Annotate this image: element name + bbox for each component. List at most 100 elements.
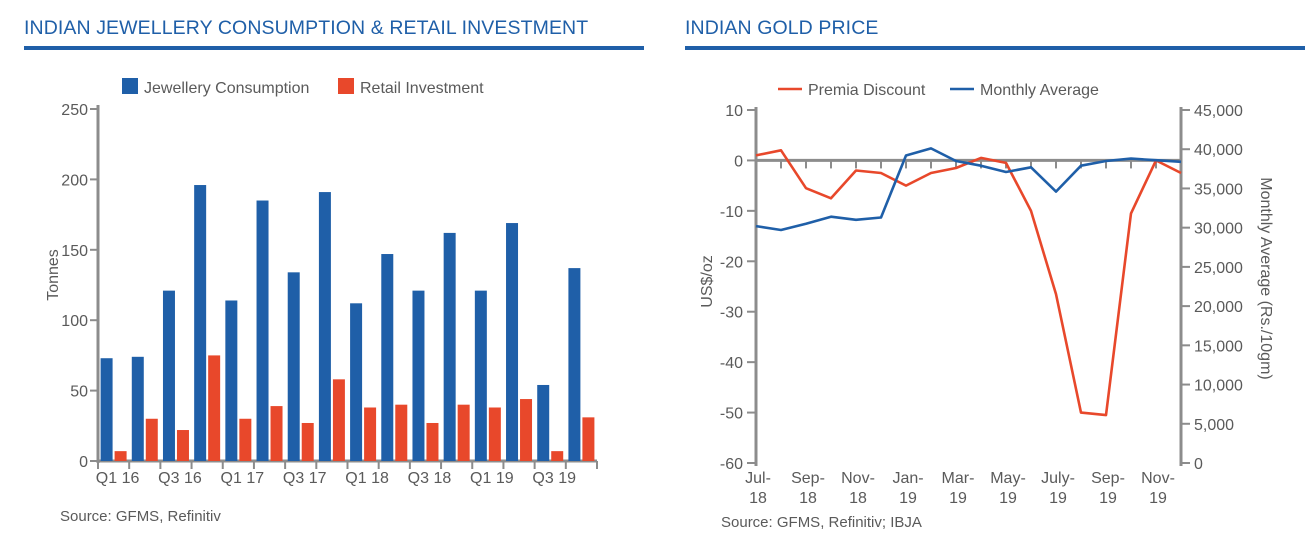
left-y-tick-label: 0: [734, 153, 743, 170]
left-y-tick-label: -20: [720, 254, 743, 271]
y-tick-label: 150: [61, 243, 88, 260]
x-tick-label-month: Sep-: [1091, 470, 1125, 487]
right-title-rule: [685, 46, 1305, 50]
line-chart: 10 0 -10 -20 -30 -40 -50 -60 45,000 40,000 35,000 3…: [699, 82, 1274, 507]
right-source: Source: GFMS, Refinitiv; IBJA: [721, 514, 922, 531]
left-y-tick-label: -10: [720, 204, 743, 221]
x-tick-label-year: 19: [999, 490, 1017, 507]
x-tick-label: Q1 18: [345, 470, 389, 487]
legend-swatch-retail: [338, 78, 354, 94]
right-y-tick-label: 10,000: [1194, 378, 1243, 395]
legend-swatch-jewellery: [122, 78, 138, 94]
y-tick-label: 200: [61, 172, 88, 189]
right-y-tick-label: 45,000: [1194, 103, 1243, 120]
retail-bar-q2-17: [270, 406, 283, 461]
right-y-tick-label: 5,000: [1194, 417, 1234, 434]
jewellery-bar-q3-19: [537, 384, 550, 461]
left-y-tick-label: 10: [725, 103, 743, 120]
y-axis-title: Tonnes: [45, 249, 62, 301]
jewellery-bar-q4-16: [194, 185, 207, 462]
x-tick-label-month: Sep-: [791, 470, 825, 487]
x-tick-label: Q3 19: [532, 470, 576, 487]
jewellery-bar-q3-16: [162, 290, 175, 461]
right-y-tick-label: 40,000: [1194, 142, 1243, 159]
x-tick-label-month: Jul-: [745, 470, 771, 487]
x-tick-label-month: Nov-: [841, 470, 875, 487]
legend-label-premia: Premia Discount: [808, 82, 926, 99]
retail-bar-q1-19: [488, 407, 501, 461]
retail-bar-q1-18: [364, 407, 377, 461]
y-tick-label: 50: [70, 384, 88, 401]
right-panel: INDIAN GOLD PRICE 10 0 -10 -20 -30 -40 -50 -60 4…: [660, 0, 1315, 552]
retail-bar-q4-17: [332, 379, 345, 461]
retail-bar-q4-16: [208, 355, 221, 461]
left-chart-title: INDIAN JEWELLERY CONSUMPTION & RETAIL IN…: [24, 17, 589, 39]
jewellery-bar-q2-18: [381, 254, 394, 461]
x-tick-label-month: Mar-: [942, 470, 975, 487]
retail-bar-q3-19: [551, 451, 564, 461]
retail-bar-q3-18: [426, 422, 439, 461]
retail-bar-q2-19: [520, 399, 533, 461]
y-tick-label: 250: [61, 102, 88, 119]
left-panel: INDIAN JEWELLERY CONSUMPTION & RETAIL IN…: [24, 17, 644, 525]
x-tick-label: Q3 16: [158, 470, 202, 487]
right-y-tick-label: 30,000: [1194, 221, 1243, 238]
jewellery-bar-q3-18: [412, 290, 425, 461]
retail-bar-q1-17: [239, 418, 252, 461]
x-tick-label-year: 19: [1049, 490, 1067, 507]
legend-label-monthly: Monthly Average: [980, 82, 1099, 99]
x-tick-label-year: 18: [749, 490, 767, 507]
right-chart-title: INDIAN GOLD PRICE: [685, 17, 879, 39]
legend-label-retail: Retail Investment: [360, 80, 484, 97]
x-tick-label: Q3 18: [408, 470, 452, 487]
left-y-axis-title: US$/oz: [699, 255, 716, 307]
right-y-tick-label: 0: [1194, 456, 1203, 473]
jewellery-bar-q4-18: [443, 232, 456, 461]
jewellery-bar-q4-19: [568, 268, 581, 461]
jewellery-bar-q4-17: [318, 192, 331, 461]
right-y-tick-label: 20,000: [1194, 299, 1243, 316]
jewellery-bar-q1-18: [350, 303, 363, 461]
right-y-tick-label: 35,000: [1194, 181, 1243, 198]
left-title-rule: [24, 46, 644, 50]
jewellery-bar-q1-16: [100, 358, 113, 461]
left-source: Source: GFMS, Refinitiv: [60, 508, 221, 525]
y-tick-label: 100: [61, 313, 88, 330]
x-tick-label-month: May-: [990, 470, 1026, 487]
left-y-tick-label: -60: [720, 456, 743, 473]
retail-bar-q4-19: [582, 417, 595, 461]
retail-bar-q2-18: [395, 404, 408, 461]
y-tick-label: 0: [79, 454, 88, 471]
x-tick-label-year: 19: [1149, 490, 1167, 507]
legend-label-jewellery: Jewellery Consumption: [144, 80, 309, 97]
x-tick-label-month: July-: [1041, 470, 1075, 487]
premia-discount-line: [755, 149, 1182, 417]
x-tick-label: Q1 17: [221, 470, 265, 487]
x-tick-label: Q3 17: [283, 470, 327, 487]
retail-bar-q1-16: [114, 451, 127, 461]
retail-bar-q3-16: [176, 430, 189, 461]
x-tick-label-year: 19: [899, 490, 917, 507]
left-y-tick-label: -30: [720, 305, 743, 322]
jewellery-bar-q1-17: [225, 300, 238, 461]
x-tick-label: Q1 16: [96, 470, 140, 487]
x-tick-label-year: 18: [799, 490, 817, 507]
x-tick-label-year: 18: [849, 490, 867, 507]
retail-bar-q3-17: [301, 422, 314, 461]
retail-bar-q2-16: [145, 418, 158, 461]
right-y-tick-label: 25,000: [1194, 260, 1243, 277]
jewellery-bar-q2-19: [506, 223, 519, 461]
retail-bar-q4-18: [457, 404, 470, 461]
jewellery-bar-q2-17: [256, 200, 269, 461]
jewellery-bar-q2-16: [131, 356, 144, 461]
right-y-tick-label: 15,000: [1194, 338, 1243, 355]
left-y-tick-label: -50: [720, 406, 743, 423]
left-y-tick-label: -40: [720, 355, 743, 372]
jewellery-bar-q3-17: [287, 272, 300, 461]
x-tick-label-month: Nov-: [1141, 470, 1175, 487]
bar-chart: 0 50 100 150 200 250 Q1 16 Q3 16 Q1 17 Q3 17 Q1 18…: [45, 78, 598, 487]
x-tick-label-year: 19: [1099, 490, 1117, 507]
x-tick-label-year: 19: [949, 490, 967, 507]
x-tick-label-month: Jan-: [892, 470, 923, 487]
monthly-average-line: [755, 147, 1182, 232]
